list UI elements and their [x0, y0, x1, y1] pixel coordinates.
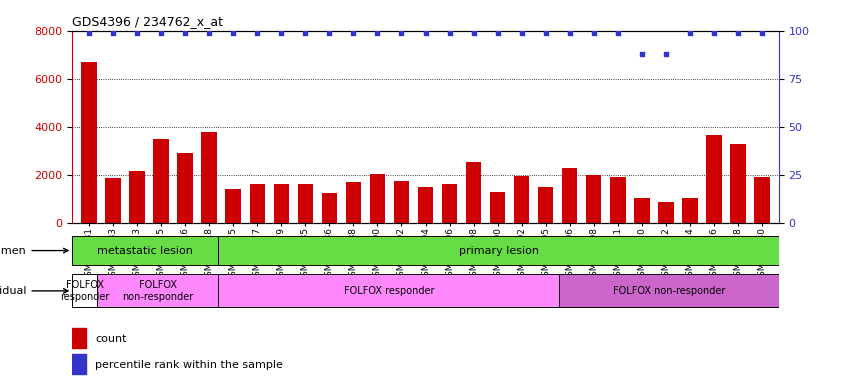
- Point: [179, 30, 192, 36]
- Bar: [346, 182, 361, 223]
- Point: [539, 30, 552, 36]
- Bar: [394, 181, 409, 223]
- Bar: [219, 275, 559, 307]
- Point: [515, 30, 528, 36]
- Bar: [226, 189, 241, 223]
- Point: [419, 30, 432, 36]
- Text: GDS4396 / 234762_x_at: GDS4396 / 234762_x_at: [72, 15, 223, 28]
- Bar: [178, 153, 193, 223]
- Bar: [97, 275, 219, 307]
- Point: [299, 30, 312, 36]
- Bar: [153, 139, 169, 223]
- Point: [130, 30, 144, 36]
- Bar: [562, 167, 578, 223]
- Bar: [202, 131, 217, 223]
- Bar: [72, 236, 219, 265]
- Bar: [754, 177, 769, 223]
- Bar: [249, 184, 266, 223]
- Text: FOLFOX
responder: FOLFOX responder: [60, 280, 109, 302]
- Point: [683, 30, 697, 36]
- Point: [250, 30, 264, 36]
- Point: [346, 30, 360, 36]
- Text: count: count: [95, 334, 127, 344]
- Text: individual: individual: [0, 286, 68, 296]
- Point: [203, 30, 216, 36]
- Point: [659, 51, 672, 57]
- Bar: [682, 197, 698, 223]
- Bar: [585, 175, 602, 223]
- Point: [83, 30, 96, 36]
- Bar: [634, 197, 649, 223]
- Text: percentile rank within the sample: percentile rank within the sample: [95, 359, 283, 370]
- Bar: [442, 184, 457, 223]
- Point: [635, 51, 648, 57]
- Text: metastatic lesion: metastatic lesion: [98, 245, 193, 256]
- Bar: [490, 192, 505, 223]
- Bar: [273, 184, 289, 223]
- Point: [443, 30, 456, 36]
- Text: FOLFOX non-responder: FOLFOX non-responder: [613, 286, 725, 296]
- Bar: [538, 187, 553, 223]
- Text: primary lesion: primary lesion: [459, 245, 539, 256]
- Bar: [82, 62, 97, 223]
- Point: [707, 30, 721, 36]
- Text: FOLFOX responder: FOLFOX responder: [344, 286, 434, 296]
- Point: [226, 30, 240, 36]
- Text: FOLFOX
non-responder: FOLFOX non-responder: [122, 280, 193, 302]
- Bar: [706, 135, 722, 223]
- Point: [563, 30, 576, 36]
- Point: [371, 30, 385, 36]
- Point: [395, 30, 408, 36]
- Bar: [298, 184, 313, 223]
- Point: [611, 30, 625, 36]
- Bar: [418, 187, 433, 223]
- Bar: [72, 275, 97, 307]
- Bar: [322, 193, 337, 223]
- Bar: [730, 144, 745, 223]
- Point: [587, 30, 601, 36]
- Point: [323, 30, 336, 36]
- Point: [275, 30, 288, 36]
- Bar: [219, 236, 779, 265]
- Bar: [106, 178, 121, 223]
- Bar: [559, 275, 779, 307]
- Bar: [658, 202, 673, 223]
- Bar: [369, 174, 386, 223]
- Bar: [514, 176, 529, 223]
- Bar: [610, 177, 625, 223]
- Bar: [72, 354, 87, 374]
- Text: specimen: specimen: [0, 245, 68, 256]
- Point: [106, 30, 120, 36]
- Bar: [72, 328, 87, 349]
- Point: [466, 30, 480, 36]
- Bar: [465, 162, 482, 223]
- Point: [154, 30, 168, 36]
- Point: [731, 30, 745, 36]
- Bar: [129, 171, 145, 223]
- Point: [755, 30, 768, 36]
- Point: [491, 30, 505, 36]
